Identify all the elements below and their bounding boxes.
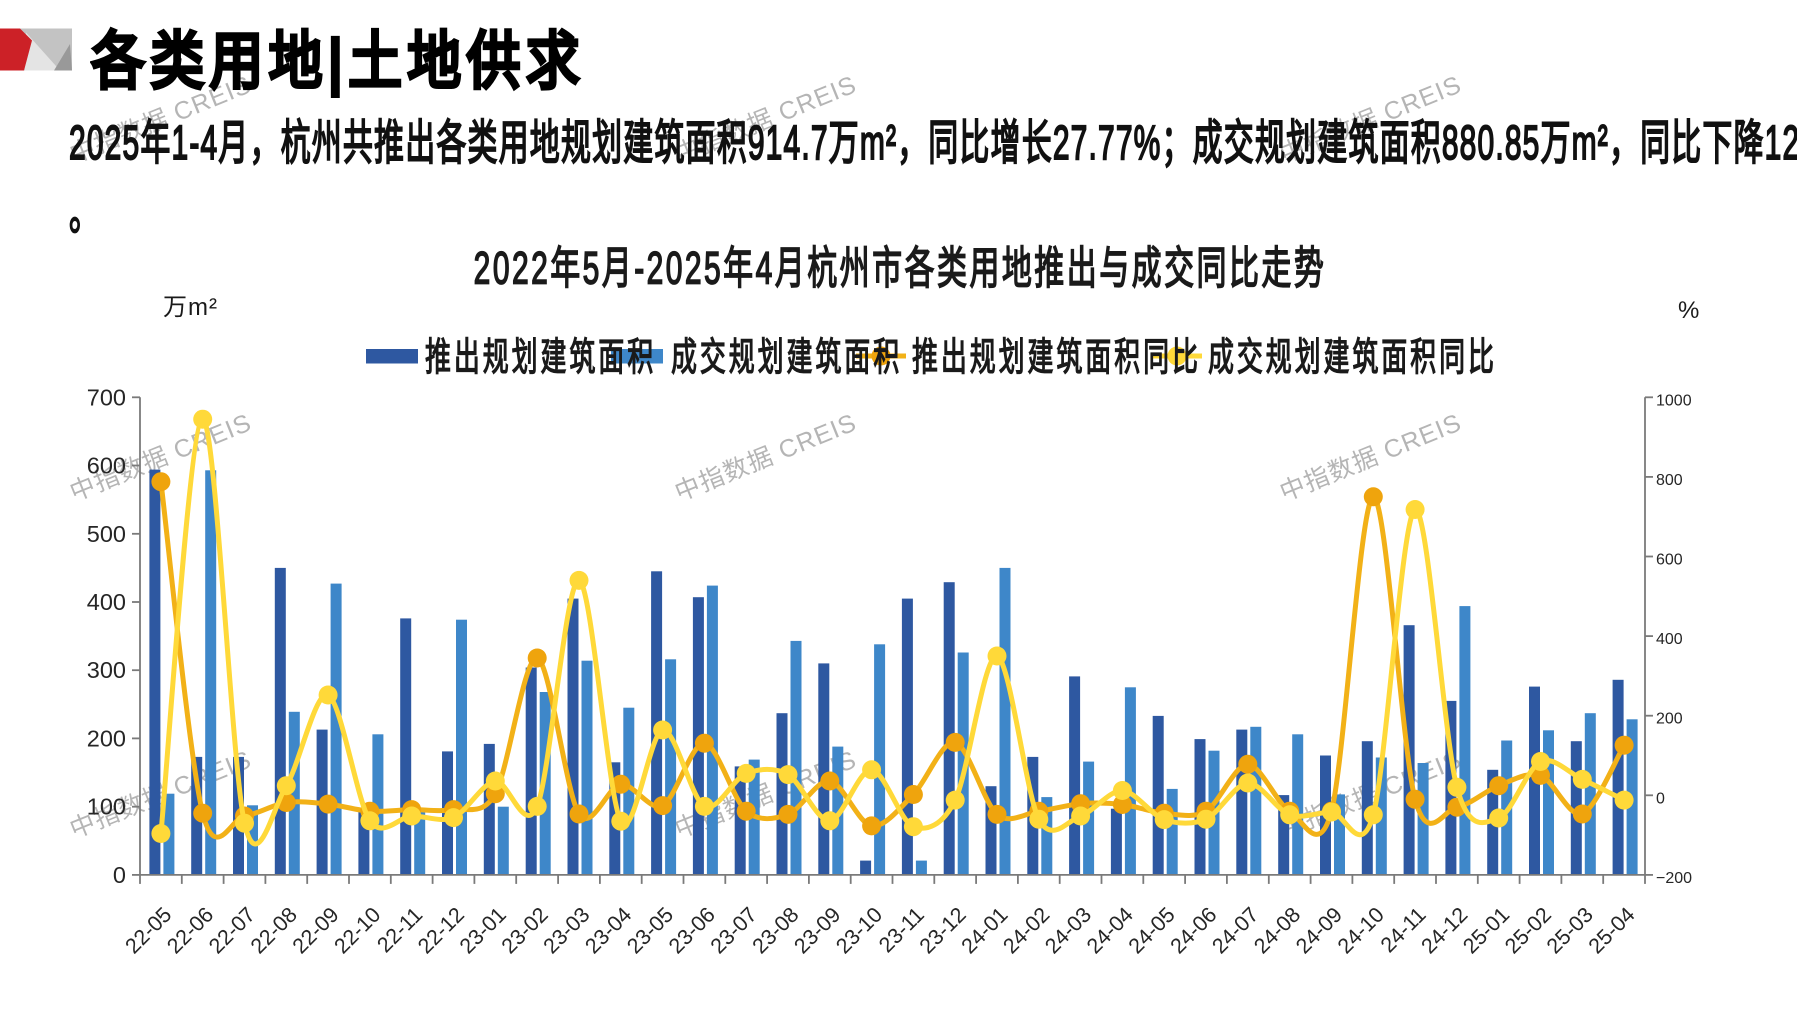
svg-text:23-12: 23-12: [915, 903, 971, 959]
svg-text:25-03: 25-03: [1542, 903, 1598, 959]
svg-text:25-02: 25-02: [1500, 903, 1556, 959]
svg-text:23-03: 23-03: [539, 903, 595, 959]
svg-text:23-07: 23-07: [706, 903, 762, 959]
svg-text:400: 400: [87, 589, 126, 615]
svg-text:万m²: 万m²: [163, 294, 218, 321]
svg-text:25-01: 25-01: [1458, 903, 1514, 959]
svg-text:24-10: 24-10: [1333, 903, 1389, 959]
svg-text:23-09: 23-09: [789, 903, 845, 959]
svg-text:22-07: 22-07: [204, 903, 260, 959]
svg-text:24-07: 24-07: [1207, 903, 1263, 959]
svg-text:推出规划建筑面积同比: 推出规划建筑面积同比: [912, 337, 1201, 381]
svg-text:200: 200: [1656, 711, 1683, 728]
svg-text:24-12: 24-12: [1417, 903, 1473, 959]
svg-text:24-05: 24-05: [1124, 903, 1180, 959]
svg-text:成交规划建筑面积同比: 成交规划建筑面积同比: [1208, 337, 1497, 381]
svg-text:24-08: 24-08: [1249, 903, 1305, 959]
svg-text:200: 200: [87, 725, 126, 751]
svg-text:24-06: 24-06: [1166, 903, 1222, 959]
svg-text:23-06: 23-06: [664, 903, 720, 959]
svg-text:24-02: 24-02: [998, 903, 1054, 959]
svg-text:22-10: 22-10: [330, 903, 386, 959]
svg-text:推出规划建筑面积: 推出规划建筑面积: [425, 337, 656, 381]
svg-text:300: 300: [87, 657, 126, 683]
svg-text:24-11: 24-11: [1376, 903, 1431, 958]
svg-text:24-01: 24-01: [957, 903, 1013, 959]
svg-text:1000: 1000: [1656, 392, 1692, 409]
svg-text:600: 600: [1656, 552, 1683, 569]
svg-text:400: 400: [1656, 631, 1683, 648]
svg-text:800: 800: [1656, 472, 1683, 489]
svg-text:%: %: [1678, 297, 1699, 324]
svg-text:23-02: 23-02: [497, 903, 553, 959]
svg-text:24-04: 24-04: [1082, 903, 1138, 959]
svg-text:22-09: 22-09: [288, 903, 344, 959]
svg-text:23-10: 23-10: [831, 903, 887, 959]
svg-text:24-09: 24-09: [1291, 903, 1347, 959]
svg-text:2022年5月-2025年4月杭州市各类用地推出与成交同比走: 2022年5月-2025年4月杭州市各类用地推出与成交同比走势: [474, 243, 1327, 294]
svg-text:22-12: 22-12: [413, 903, 469, 959]
svg-text:22-05: 22-05: [121, 903, 177, 959]
svg-text:23-08: 23-08: [748, 903, 804, 959]
svg-text:成交规划建筑面积: 成交规划建筑面积: [671, 337, 902, 381]
svg-text:600: 600: [87, 453, 126, 479]
svg-text:23-04: 23-04: [580, 903, 636, 959]
svg-text:23-05: 23-05: [622, 903, 678, 959]
svg-text:22-06: 22-06: [162, 903, 218, 959]
svg-text:23-11: 23-11: [874, 903, 929, 958]
svg-text:22-08: 22-08: [246, 903, 302, 959]
svg-text:100: 100: [87, 794, 126, 820]
svg-text:24-03: 24-03: [1040, 903, 1096, 959]
svg-text:23-01: 23-01: [455, 903, 511, 959]
svg-text:25-04: 25-04: [1584, 903, 1640, 959]
svg-text:0: 0: [1656, 790, 1665, 807]
svg-text:500: 500: [87, 521, 126, 547]
svg-text:700: 700: [87, 384, 126, 410]
svg-text:−200: −200: [1656, 870, 1692, 887]
svg-text:0: 0: [113, 862, 126, 888]
svg-text:22-11: 22-11: [373, 903, 428, 958]
